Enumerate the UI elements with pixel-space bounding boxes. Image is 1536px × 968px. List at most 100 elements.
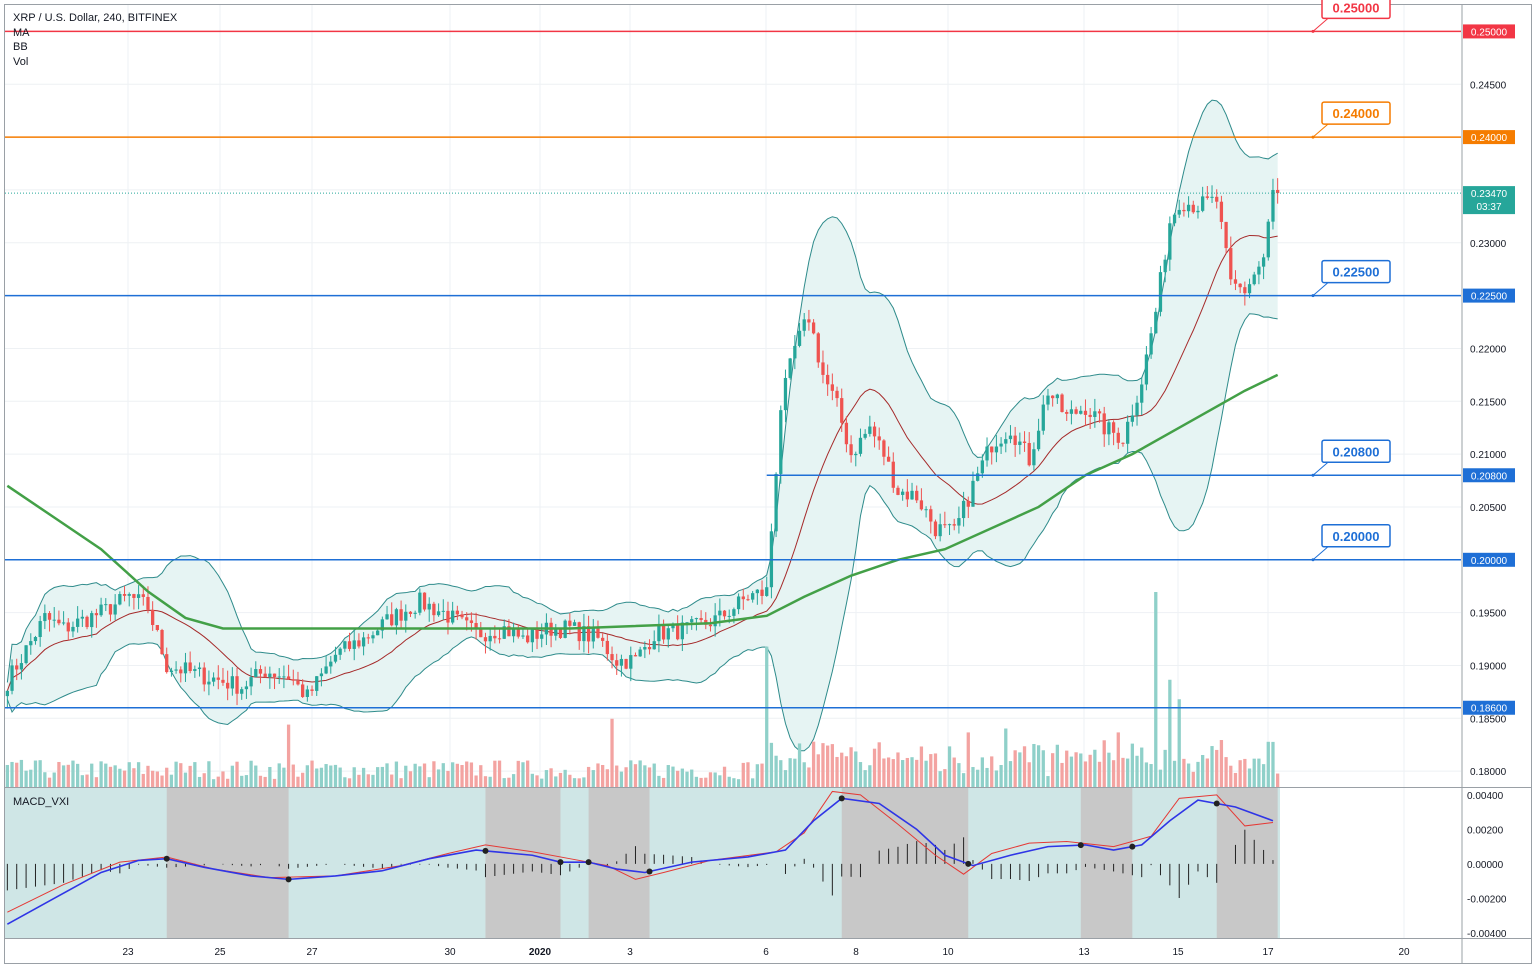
volume-bar — [1149, 764, 1153, 787]
volume-bar — [905, 757, 909, 787]
volume-bar — [207, 761, 211, 787]
macd-signal-line — [7, 790, 1274, 913]
candle-body — [488, 635, 492, 642]
macd-bg-gray-zone — [1216, 788, 1278, 938]
candle-body — [919, 500, 924, 510]
time-axis-label: 10 — [942, 947, 954, 958]
candle-body — [840, 398, 844, 423]
candle-body — [516, 629, 520, 637]
volume-bar — [146, 765, 150, 787]
candle-body — [1224, 221, 1228, 249]
time-axis-label: 2020 — [529, 947, 552, 958]
volume-bar — [657, 775, 661, 787]
time-axis-label: 23 — [122, 947, 134, 958]
candle-body — [905, 491, 909, 500]
level-axis-text: 0.24000 — [1471, 133, 1508, 144]
candle-body — [868, 426, 872, 434]
candle-body — [924, 509, 928, 511]
volume-bar — [291, 764, 295, 787]
candle-body — [1266, 221, 1270, 258]
candle-body — [310, 689, 314, 691]
candle-body — [343, 641, 347, 649]
volume-bar — [1238, 760, 1242, 787]
candle-body — [526, 635, 530, 643]
candle-body — [1140, 384, 1144, 403]
volume-bar — [811, 741, 816, 787]
volume-bar — [577, 778, 581, 787]
candle-body — [591, 628, 595, 642]
candle-body — [1158, 272, 1163, 312]
legend-bb[interactable]: BB — [13, 41, 28, 53]
candle-body — [329, 661, 333, 667]
volume-bar — [1243, 758, 1247, 787]
legend-vol[interactable]: Vol — [13, 55, 29, 68]
volume-bar — [160, 775, 164, 787]
volume-bar — [352, 767, 356, 787]
candle-body — [108, 604, 113, 615]
volume-bar — [624, 767, 628, 787]
volume-bar — [165, 767, 169, 787]
bb-lower — [6, 313, 1278, 752]
macd-pane-label[interactable]: MACD_VXI — [13, 796, 70, 808]
volume-bar — [797, 743, 802, 787]
candle-body — [151, 609, 155, 626]
time-axis-label: 13 — [1078, 947, 1090, 958]
candle-body — [821, 362, 825, 375]
volume-bar — [793, 758, 797, 787]
candle-body — [985, 446, 989, 461]
volume-bar — [301, 772, 305, 787]
volume-bar — [746, 762, 750, 787]
callout-label: 0.25000 — [1333, 0, 1380, 15]
candle-body — [1102, 413, 1106, 435]
volume-bar — [361, 767, 366, 787]
candle-body — [933, 521, 938, 537]
callout-anchor — [1311, 473, 1315, 477]
volume-bar — [493, 760, 497, 787]
volume-bar — [1121, 757, 1125, 787]
time-axis-label: 6 — [763, 947, 769, 958]
callout-label: 0.20800 — [1333, 444, 1380, 459]
bb-upper — [6, 99, 1278, 683]
legend-ma[interactable]: MA — [13, 26, 30, 39]
candle-body — [577, 622, 581, 642]
candle-body — [638, 649, 642, 657]
candle-body — [296, 680, 300, 685]
candle-body — [380, 619, 384, 631]
candle-body — [169, 670, 174, 673]
volume-bar — [43, 772, 47, 787]
candle-body — [554, 628, 558, 636]
candle-body — [844, 422, 849, 445]
price-axis-label: 0.18000 — [1470, 767, 1507, 778]
volume-bar — [943, 769, 947, 787]
volume-bar — [1008, 761, 1013, 787]
volume-bar — [947, 746, 952, 787]
volume-bar — [329, 765, 333, 787]
volume-bar — [94, 777, 99, 787]
candle-body — [244, 686, 249, 690]
volume-bar — [451, 762, 455, 787]
volume-bar — [544, 770, 549, 787]
level-axis-tag — [1463, 288, 1515, 303]
candle-body — [1074, 409, 1078, 414]
volume-bar — [1051, 753, 1055, 787]
volume-bar — [690, 769, 694, 787]
candle-body — [249, 677, 253, 687]
macd-cross-dot — [1129, 843, 1136, 850]
volume-bar — [380, 766, 384, 787]
volume-bar — [436, 769, 441, 787]
candle-body — [33, 637, 38, 642]
candle-body — [465, 617, 469, 621]
volume-bar — [10, 761, 14, 787]
volume-bar — [601, 765, 605, 787]
candle-body — [699, 618, 703, 620]
volume-bar — [666, 765, 670, 787]
volume-bar — [474, 775, 478, 787]
candle-body — [272, 673, 277, 677]
volume-bar — [244, 775, 249, 787]
candle-body — [160, 629, 164, 655]
candle-body — [1055, 394, 1059, 399]
candle-body — [427, 603, 431, 610]
candle-body — [1079, 410, 1083, 414]
candle-body — [943, 524, 947, 526]
